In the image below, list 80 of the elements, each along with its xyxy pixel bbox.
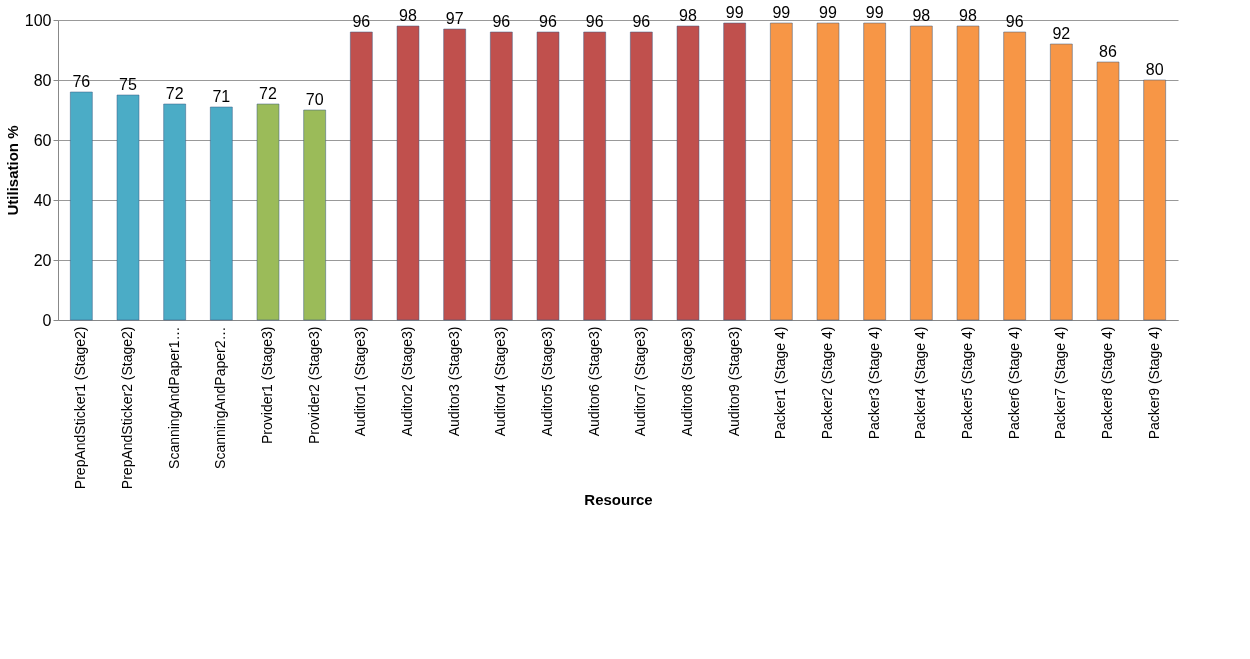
bar (1003, 31, 1026, 321)
x-tick-label: Provider1 (Stage3) (259, 326, 275, 445)
data-label: 98 (679, 7, 697, 24)
y-tick-label: 60 (33, 131, 52, 149)
x-tick-label: Auditor8 (Stage3) (679, 326, 695, 437)
bar (770, 22, 793, 321)
x-tick-label: Auditor6 (Stage3) (585, 326, 602, 437)
y-tick-label: 80 (33, 71, 52, 89)
data-label: 99 (725, 4, 744, 21)
x-tick-label: Packer4 (Stage 4) (912, 326, 929, 440)
bar (1050, 43, 1073, 321)
data-label: 98 (399, 7, 417, 24)
bar (1143, 79, 1166, 321)
y-tick-label: 20 (33, 251, 52, 269)
bar (70, 91, 93, 321)
x-tick-label: Auditor5 (Stage3) (539, 326, 555, 437)
data-label: 92 (1052, 25, 1071, 42)
x-tick-label: ScanningAndPaper2… (212, 326, 229, 469)
data-label: 99 (865, 4, 884, 21)
x-tick-label: Packer3 (Stage 4) (865, 326, 882, 440)
data-label: 96 (539, 13, 557, 30)
x-tick-label: PrepAndSticker1 (Stage2) (72, 326, 89, 490)
data-label: 99 (772, 4, 791, 21)
x-tick-label: Packer9 (Stage 4) (1145, 326, 1162, 440)
data-label: 70 (305, 91, 324, 108)
data-label: 96 (632, 13, 651, 30)
bar (536, 31, 560, 321)
data-label: 72 (165, 85, 184, 102)
bar (630, 31, 653, 321)
bar (583, 31, 606, 321)
bar (256, 103, 280, 321)
bar (910, 25, 933, 321)
bar (163, 103, 186, 321)
x-tick-label: Auditor9 (Stage3) (725, 326, 742, 437)
data-label: 98 (959, 7, 977, 24)
bar (443, 28, 466, 321)
x-tick-label: Packer6 (Stage 4) (1005, 326, 1022, 440)
bar (210, 106, 233, 321)
bar (303, 109, 326, 321)
data-label: 76 (72, 73, 91, 90)
data-label: 98 (912, 7, 931, 24)
x-tick-label: Auditor4 (Stage3) (492, 326, 509, 437)
x-tick-label: Auditor1 (Stage3) (352, 326, 369, 437)
y-axis-title: Utilisation % (3, 125, 21, 216)
data-label: 97 (445, 10, 464, 27)
data-label: 99 (819, 4, 837, 21)
data-label: 71 (212, 88, 231, 105)
data-label: 80 (1145, 61, 1164, 78)
data-label: 96 (352, 13, 371, 30)
y-tick-label: 40 (33, 191, 52, 209)
x-tick-label: Packer1 (Stage 4) (772, 326, 789, 440)
bar (116, 94, 140, 321)
bar (956, 25, 980, 321)
bar (350, 31, 373, 321)
bar (676, 25, 700, 321)
x-tick-label: Packer7 (Stage 4) (1052, 326, 1069, 440)
bar (396, 25, 420, 321)
data-label: 72 (259, 85, 277, 102)
data-label: 96 (1005, 13, 1024, 30)
y-tick-label: 0 (42, 311, 52, 329)
x-axis-title: Resource (584, 491, 653, 509)
y-tick-label: 100 (24, 11, 52, 29)
x-tick-label: Provider2 (Stage3) (305, 326, 322, 445)
x-tick-label: Auditor3 (Stage3) (445, 326, 462, 437)
x-tick-label: ScanningAndPaper1… (165, 326, 182, 469)
x-tick-label: Packer5 (Stage 4) (959, 326, 975, 440)
x-tick-label: Auditor2 (Stage3) (399, 326, 415, 437)
data-label: 86 (1099, 43, 1117, 60)
x-tick-label: Auditor7 (Stage3) (632, 326, 649, 437)
data-label: 96 (585, 13, 604, 30)
x-tick-label: Packer2 (Stage 4) (819, 326, 835, 440)
bar (723, 22, 746, 321)
bar (1096, 61, 1120, 321)
data-label: 75 (119, 76, 137, 93)
bar (816, 22, 840, 321)
bar (863, 22, 886, 321)
data-label: 96 (492, 13, 511, 30)
x-tick-label: Packer8 (Stage 4) (1099, 326, 1115, 440)
bar (490, 31, 513, 321)
x-tick-label: PrepAndSticker2 (Stage2) (119, 326, 135, 490)
